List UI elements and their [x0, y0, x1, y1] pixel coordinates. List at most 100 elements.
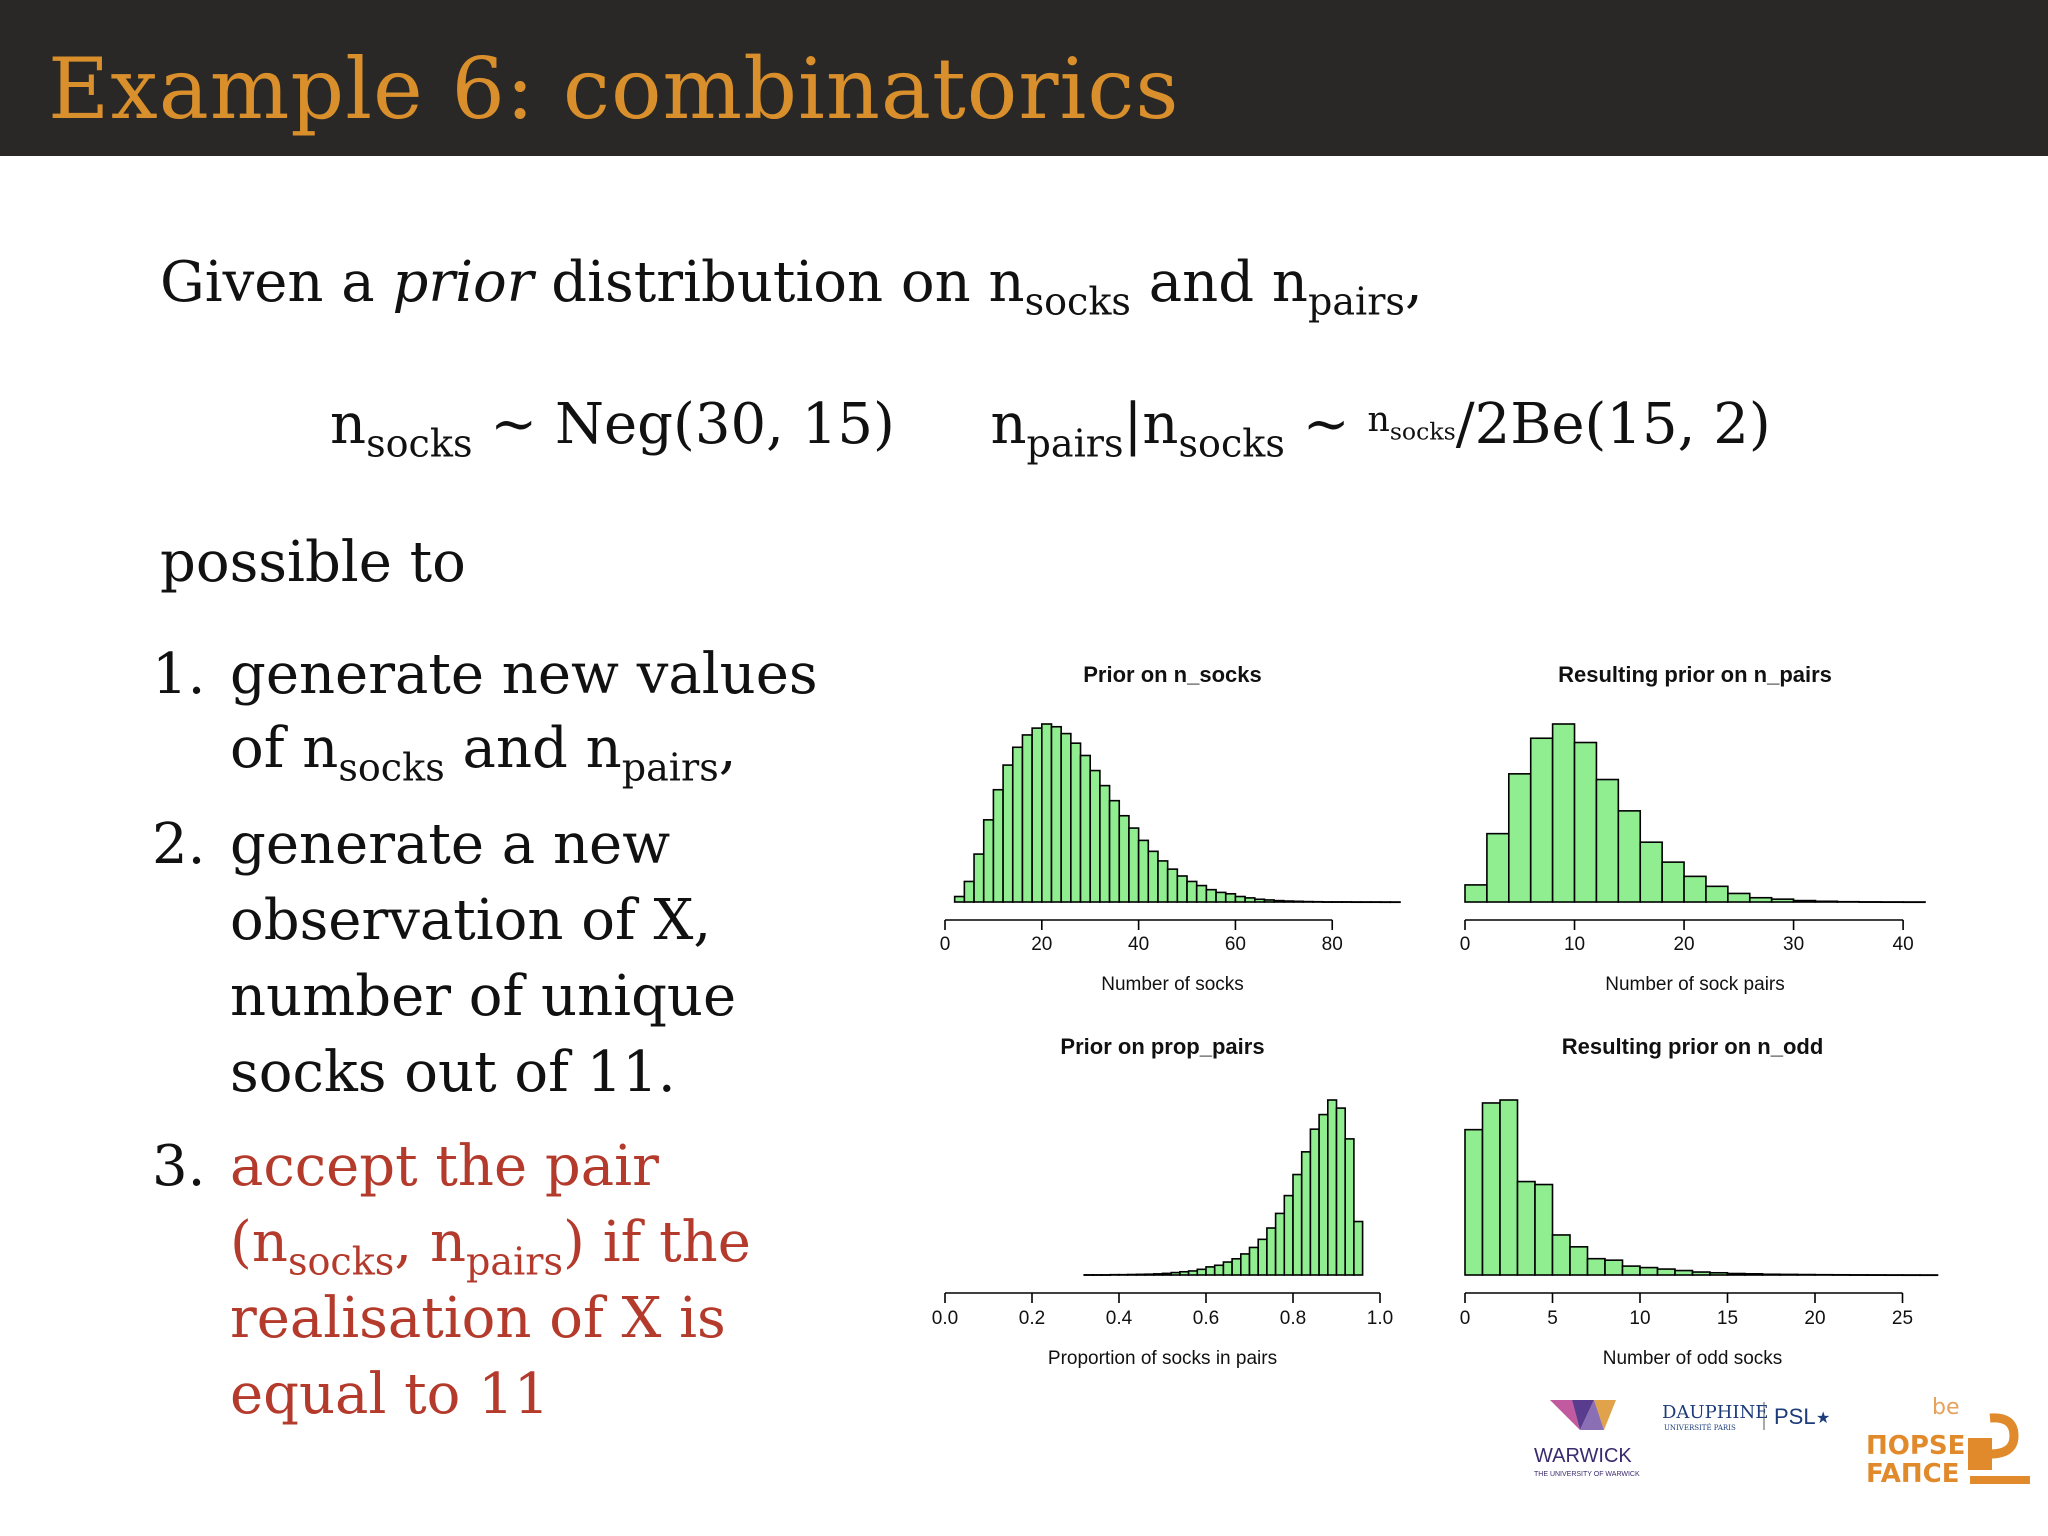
histogram-bar: [1705, 885, 1729, 903]
subscript: socks: [1178, 421, 1285, 466]
histogram-bar: [1792, 899, 1817, 903]
histogram-bar: [1709, 1271, 1729, 1276]
dauphine-psl-logo: DAUPHINE UNIVERSITÉ PARIS PSL ★: [1662, 1402, 1830, 1432]
n-symbol: n: [1142, 392, 1179, 457]
neg-binomial: Neg(30, 15): [555, 392, 895, 457]
histogram-bar: [992, 788, 1004, 903]
beta-dist: Be(15, 2): [1510, 392, 1771, 457]
list-number: 1.: [152, 642, 206, 707]
histogram-bar: [1224, 892, 1237, 903]
x-axis-label: Number of sock pairs: [1605, 974, 1785, 995]
histogram-panel: Prior on n_socks 0 20 40 60 80 Number of socks…: [920, 640, 1940, 1400]
list-item-2-line2: observation of X,: [230, 888, 712, 953]
histogram-bar: [1089, 769, 1101, 903]
list-item-3-line3: realisation of X is: [230, 1286, 726, 1351]
possible-to: possible to: [160, 530, 466, 595]
histogram-bar: [953, 895, 966, 903]
list-item-3-line2: (nsocks, npairs) if the: [230, 1210, 751, 1284]
histogram-bar: [1283, 900, 1295, 903]
histogram-bar: [1108, 799, 1121, 903]
fraction-numerator: nsocks: [1367, 399, 1456, 446]
x-tick-label: 60: [1225, 934, 1246, 955]
histogram-bar: [1263, 899, 1275, 903]
list-item-3-line4: equal to 11: [230, 1362, 550, 1427]
intro-line: Given a prior distribution on nsocks and…: [160, 250, 1423, 320]
histogram-bar: [1292, 1173, 1303, 1276]
histogram-bar: [1161, 1272, 1172, 1276]
histogram-bar: [1569, 1246, 1589, 1276]
n-symbol: n: [330, 392, 367, 457]
logo-strip: WARWICK THE UNIVERSITY OF WARWICK DAUPHI…: [1520, 1390, 2040, 1500]
histogram-bar: [1205, 888, 1217, 903]
histogram-bar: [1656, 1268, 1676, 1276]
histogram-bar: [1335, 1107, 1346, 1276]
histogram-bar: [1814, 900, 1839, 903]
histogram-bar: [1266, 1227, 1277, 1276]
histogram-bar: [1551, 723, 1576, 903]
list-number: 2.: [152, 812, 206, 877]
histogram-bar: [1099, 784, 1111, 903]
histogram-bar: [1222, 1261, 1233, 1276]
histogram-bar: [1128, 827, 1140, 903]
x-tick-label: 0: [1460, 934, 1471, 955]
histogram-bar: [973, 853, 985, 903]
dauphine-text: DAUPHINE: [1662, 1402, 1768, 1423]
prior-formula: nsocks ~ Neg(30, 15) npairs|nsocks ~ nso…: [330, 392, 1771, 462]
psl-star-icon: ★: [1816, 1408, 1830, 1427]
histogram-bar: [1253, 898, 1266, 903]
histogram-bar: [1586, 1257, 1606, 1276]
histogram-bar: [1573, 741, 1598, 903]
histogram-bar: [1516, 1180, 1536, 1276]
histogram-bar: [1274, 1212, 1286, 1276]
histogram-bar: [1244, 897, 1256, 903]
x-tick-label: 0.8: [1280, 1308, 1306, 1329]
histogram-bar: [1508, 773, 1532, 903]
histogram-bar: [1661, 861, 1685, 903]
histogram-bar: [1534, 1183, 1554, 1276]
histogram-bar: [1683, 875, 1707, 903]
histogram-bar: [1011, 746, 1024, 903]
histogram-bar: [1239, 1253, 1251, 1276]
histogram-bar: [1604, 1259, 1624, 1276]
histogram-bar: [1617, 810, 1642, 903]
bayes-emblem-arc: [1989, 1413, 2019, 1459]
intro-prior: prior: [392, 250, 534, 315]
histogram-bar: [1205, 1266, 1216, 1276]
histogram-bar: [1248, 1246, 1259, 1276]
intro-text-a: Given a: [160, 250, 393, 315]
histogram-bar: [1186, 880, 1198, 903]
histogram-bar: [1195, 884, 1208, 903]
histogram-bar: [1118, 814, 1130, 903]
histogram-bar: [1309, 1128, 1320, 1276]
x-tick-label: 20: [1031, 934, 1052, 955]
list-item-2-line4: socks out of 11.: [230, 1040, 676, 1105]
x-tick-label: 0.4: [1106, 1308, 1133, 1329]
x-tick-label: 20: [1673, 934, 1694, 955]
histogram-bar: [1551, 1234, 1571, 1276]
bayes-text-3: FAΠCE: [1866, 1459, 1960, 1489]
histogram-bar: [1060, 732, 1072, 903]
histogram-bar: [1770, 898, 1795, 903]
histogram-bar: [1196, 1268, 1207, 1276]
list-item-3-line1: accept the pair: [230, 1134, 659, 1199]
histogram-bar: [1744, 1273, 1764, 1276]
x-tick-label: 25: [1892, 1308, 1913, 1329]
histogram-bar: [1231, 1257, 1242, 1276]
subscript: pairs: [1026, 421, 1124, 466]
x-tick-label: 0: [1460, 1308, 1471, 1329]
histogram-bar: [1031, 727, 1043, 903]
histogram-bar: [1187, 1270, 1199, 1276]
psl-text: PSL: [1774, 1404, 1816, 1429]
x-tick-label: 0.6: [1193, 1308, 1219, 1329]
histogram-bar: [1639, 841, 1663, 903]
histogram-bar: [1300, 1151, 1312, 1276]
histogram-bar: [1135, 1273, 1146, 1276]
bayes-logo: be ΠΟΡSE FAΠCE: [1866, 1395, 2030, 1489]
histogram-bar: [1344, 1138, 1355, 1276]
histogram-bar: [1353, 1220, 1364, 1276]
bayes-text-1: be: [1932, 1395, 1960, 1420]
histogram-bar: [1257, 1238, 1268, 1276]
x-tick-label: 0.2: [1019, 1308, 1045, 1329]
tilde: ~: [1284, 392, 1368, 457]
histogram-bar: [1726, 1272, 1746, 1276]
